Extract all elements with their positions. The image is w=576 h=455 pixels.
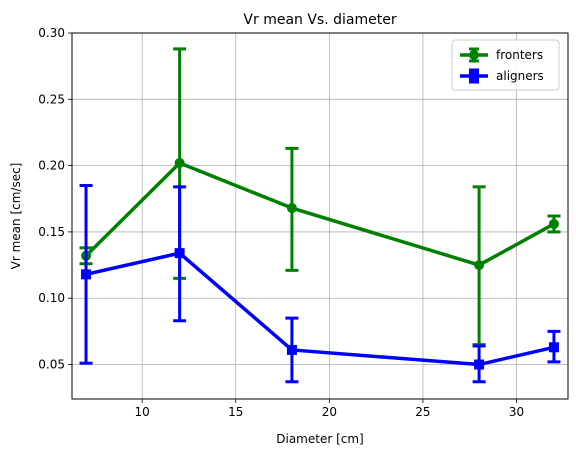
- y-tick-label: 0.15: [38, 225, 65, 239]
- data-point: [286, 344, 297, 355]
- x-axis-label: Diameter [cm]: [276, 432, 364, 446]
- data-point: [174, 157, 185, 168]
- y-axis-label: Vr mean [cm/sec]: [9, 163, 23, 270]
- data-point: [286, 203, 297, 214]
- legend-entry-aligners: aligners: [460, 68, 544, 84]
- x-tick-label: 30: [509, 405, 524, 419]
- legend-entry-fronters: fronters: [460, 47, 543, 63]
- x-tick-label: 25: [415, 405, 430, 419]
- legend-label: aligners: [496, 69, 544, 83]
- x-axis-ticks: 10 15 20 25 30: [135, 399, 524, 419]
- data-point: [548, 342, 559, 353]
- data-point: [81, 269, 92, 280]
- y-tick-label: 0.05: [38, 358, 65, 372]
- data-point: [174, 248, 185, 259]
- legend-marker: [469, 71, 479, 81]
- series-aligners: [79, 184, 561, 384]
- plot-frame: [71, 32, 569, 400]
- data-point: [474, 359, 485, 370]
- y-tick-label: 0.10: [38, 291, 65, 305]
- series-layer: [79, 47, 561, 384]
- data-point: [474, 260, 485, 271]
- chart-title: Vr mean Vs. diameter: [243, 12, 396, 28]
- x-tick-label: 15: [228, 405, 243, 419]
- x-tick-label: 10: [135, 405, 150, 419]
- legend: fronters aligners: [451, 39, 560, 91]
- y-axis-ticks: 0.05 0.10 0.15 0.20 0.25 0.30: [38, 26, 72, 372]
- data-point: [548, 218, 559, 229]
- y-tick-label: 0.20: [38, 159, 65, 173]
- y-tick-label: 0.30: [38, 26, 65, 40]
- x-tick-label: 20: [322, 405, 337, 419]
- y-tick-label: 0.25: [38, 92, 65, 106]
- legend-marker: [469, 50, 479, 60]
- legend-label: fronters: [496, 48, 543, 62]
